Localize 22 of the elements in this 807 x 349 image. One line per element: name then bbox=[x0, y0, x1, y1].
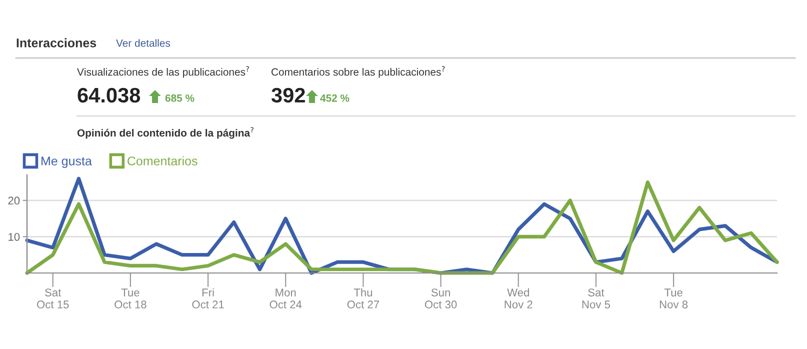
x-tick-label: Tue Nov 8 bbox=[660, 288, 688, 308]
text: Ver detalles bbox=[116, 39, 170, 47]
chart-subtitle: Opinión del contenido de la página$^{?}$ bbox=[77, 127, 254, 139]
text: Visualizaciones de las publicaciones$^{?}$ bbox=[77, 66, 249, 78]
chart-title: Interacciones bbox=[16, 38, 96, 48]
x-tick-label: Mon Oct 24 bbox=[270, 288, 302, 308]
text: 64.038 bbox=[78, 88, 140, 103]
text: Comentarios sobre las publicaciones$^{?}$ bbox=[272, 66, 445, 78]
x-tick-label: Sun Oct 30 bbox=[424, 288, 457, 308]
x-tick-label: Fri Oct 21 bbox=[192, 288, 224, 308]
text: 452 % bbox=[320, 94, 350, 102]
x-tick-label: Sat Oct 15 bbox=[37, 288, 69, 308]
y-tick-label: 20 bbox=[8, 196, 20, 205]
text: 392 bbox=[271, 88, 305, 103]
x-tick-label: Wed Nov 2 bbox=[504, 288, 532, 308]
legend-label: Comentarios bbox=[128, 156, 198, 166]
x-tick-label: Thu Oct 27 bbox=[347, 288, 380, 308]
legend-label: Me gusta bbox=[42, 156, 92, 168]
x-tick-label: Sat Nov 5 bbox=[582, 288, 610, 308]
text: 685 % bbox=[165, 94, 194, 102]
y-tick-label: 10 bbox=[8, 232, 20, 241]
x-tick-label: Tue Oct 18 bbox=[114, 288, 146, 308]
